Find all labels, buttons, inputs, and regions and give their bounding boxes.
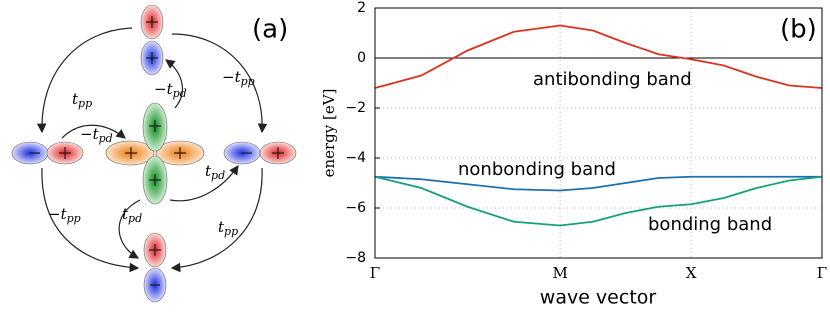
hopping-symbol: t xyxy=(205,162,212,180)
hopping-label: −tpp xyxy=(222,68,255,88)
orbital-diagram: (a) xyxy=(11,4,297,303)
hopping-subscript: pp xyxy=(224,225,238,238)
band-line xyxy=(374,175,823,227)
band-label: nonbonding band xyxy=(458,159,616,180)
arrow xyxy=(169,165,239,202)
hopping-symbol: t xyxy=(218,218,225,236)
x-tick-label: Γ xyxy=(817,264,827,282)
band-label: antibonding band xyxy=(533,69,692,90)
hopping-label: tpd xyxy=(205,162,225,182)
band-label: bonding band xyxy=(648,214,772,235)
plot-frame xyxy=(374,7,823,259)
hopping-subscript: pp xyxy=(67,212,81,225)
hopping-symbol: −t xyxy=(80,125,100,143)
hopping-subscript: pp xyxy=(241,75,255,88)
hopping-subscript: pp xyxy=(78,97,92,110)
y-tick-label: −6 xyxy=(345,200,366,216)
hopping-symbol: −t xyxy=(222,68,242,86)
hopping-symbol: −t xyxy=(48,205,68,223)
y-tick-label: −2 xyxy=(345,100,366,116)
hopping-label: tpp xyxy=(218,218,238,238)
panel-label: (a) xyxy=(252,15,288,45)
hopping-subscript: pd xyxy=(128,212,142,225)
hopping-label: tpp xyxy=(72,90,92,110)
x-tick-label: M xyxy=(552,264,567,282)
hopping-label: −tpp xyxy=(48,205,81,225)
hopping-label: −tpd xyxy=(80,125,113,145)
hopping-label: tpd xyxy=(122,205,142,225)
y-tick-label: 2 xyxy=(357,0,366,16)
hopping-symbol: t xyxy=(72,90,79,108)
arrow xyxy=(118,199,141,259)
arrow xyxy=(36,27,133,134)
x-tick-label: X xyxy=(686,264,697,282)
y-axis-label: energy [eV] xyxy=(320,89,338,178)
hopping-subscript: pd xyxy=(99,132,113,145)
hopping-symbol: −t xyxy=(154,80,174,98)
band-line xyxy=(374,24,823,89)
y-tick-label: −8 xyxy=(345,250,366,266)
x-axis-label: wave vector xyxy=(540,287,657,309)
sign xyxy=(30,16,284,286)
y-tick-label: −4 xyxy=(345,150,366,166)
arrow xyxy=(165,59,184,109)
hopping-subscript: pd xyxy=(173,87,187,100)
panel-label: (b) xyxy=(780,15,817,45)
arrow xyxy=(41,167,140,273)
y-tick-label: 0 xyxy=(357,50,366,66)
x-tick-label: Γ xyxy=(370,264,380,282)
band-line xyxy=(374,175,822,192)
hopping-label: −tpd xyxy=(154,80,187,100)
arrow xyxy=(170,167,263,273)
hopping-symbol: t xyxy=(122,205,129,223)
arrow xyxy=(61,124,126,139)
arrow xyxy=(171,33,268,134)
hopping-subscript: pd xyxy=(211,169,225,182)
